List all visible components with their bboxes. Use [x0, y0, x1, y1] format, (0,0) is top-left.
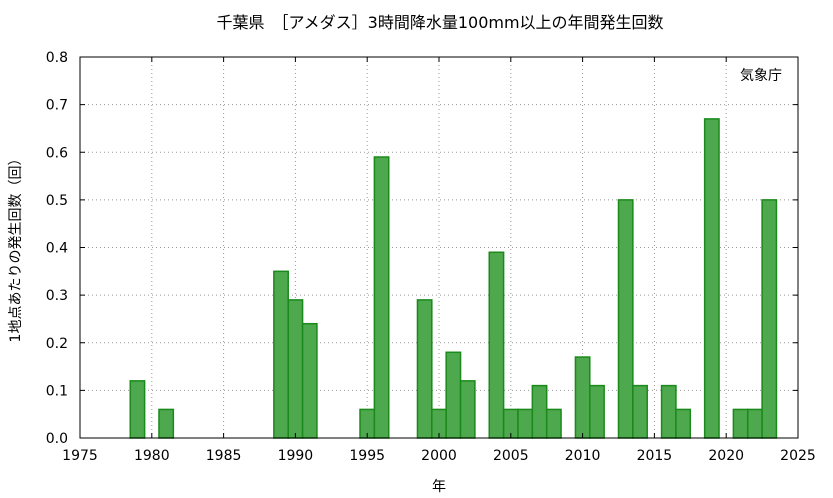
bar-2021: [732, 408, 749, 439]
x-tick-label: 2005: [493, 448, 529, 464]
plot-frame: [79, 56, 799, 439]
bar-2014: [632, 384, 648, 439]
bar-1999: [416, 299, 433, 439]
y-tick-label: 0.6: [46, 145, 68, 161]
bar-1996: [373, 156, 390, 439]
bar-2022: [746, 408, 763, 439]
x-axis-label: 年: [432, 479, 446, 495]
bar-2016: [660, 384, 677, 439]
chart-title: 千葉県 ［アメダス］3時間降水量100mm以上の年間発生回数: [216, 13, 663, 32]
bar-2008: [545, 408, 562, 439]
y-tick-label: 0.3: [46, 288, 68, 304]
y-tick-label: 0.7: [46, 98, 68, 114]
y-tick-label: 0.1: [46, 383, 68, 399]
y-tick-label: 0.4: [46, 241, 68, 257]
bar-1990: [287, 299, 304, 439]
y-axis-label: 1地点あたりの発生回数（回）: [8, 152, 24, 343]
x-tick-label: 1990: [278, 448, 314, 464]
bar-2019: [703, 118, 720, 439]
bar-1981: [158, 408, 175, 439]
x-tick-label: 1975: [62, 448, 98, 464]
y-tick-label: 0.0: [46, 431, 68, 447]
x-tick-label: 2015: [637, 448, 673, 464]
x-tick-label: 2000: [421, 448, 457, 464]
x-tick-label: 2020: [708, 448, 744, 464]
grid-lines: [80, 57, 798, 438]
bar-1991: [301, 322, 318, 439]
bar-2006: [517, 408, 534, 439]
bar-2011: [589, 384, 605, 439]
bar-1989: [273, 270, 289, 439]
bar-2004: [488, 251, 505, 439]
bar-1979: [129, 380, 146, 439]
bar-2002: [459, 380, 476, 439]
y-axis: 0.0 0.1 0.2 0.3 0.4 0.5 0.6 0.7 0.8: [46, 50, 798, 447]
source-annotation: 気象庁: [740, 68, 782, 84]
bar-2007: [531, 384, 548, 439]
x-tick-label: 1995: [349, 448, 385, 464]
y-tick-label: 0.8: [46, 50, 68, 66]
x-axis: 1975 1980 1985 1990 1995 2000 2005 2010 2015 2020…: [62, 57, 816, 464]
y-tick-label: 0.5: [46, 193, 68, 209]
bar-2023: [761, 199, 778, 439]
x-tick-label: 2025: [780, 448, 816, 464]
x-tick-label: 1985: [206, 448, 242, 464]
x-tick-label: 1980: [134, 448, 170, 464]
bar-2001: [445, 351, 462, 439]
bars: [129, 118, 778, 439]
x-tick-label: 2010: [565, 448, 601, 464]
bar-2017: [675, 408, 692, 439]
y-tick-label: 0.2: [46, 336, 68, 352]
bar-2010: [574, 356, 591, 439]
bar-2013: [617, 199, 634, 439]
